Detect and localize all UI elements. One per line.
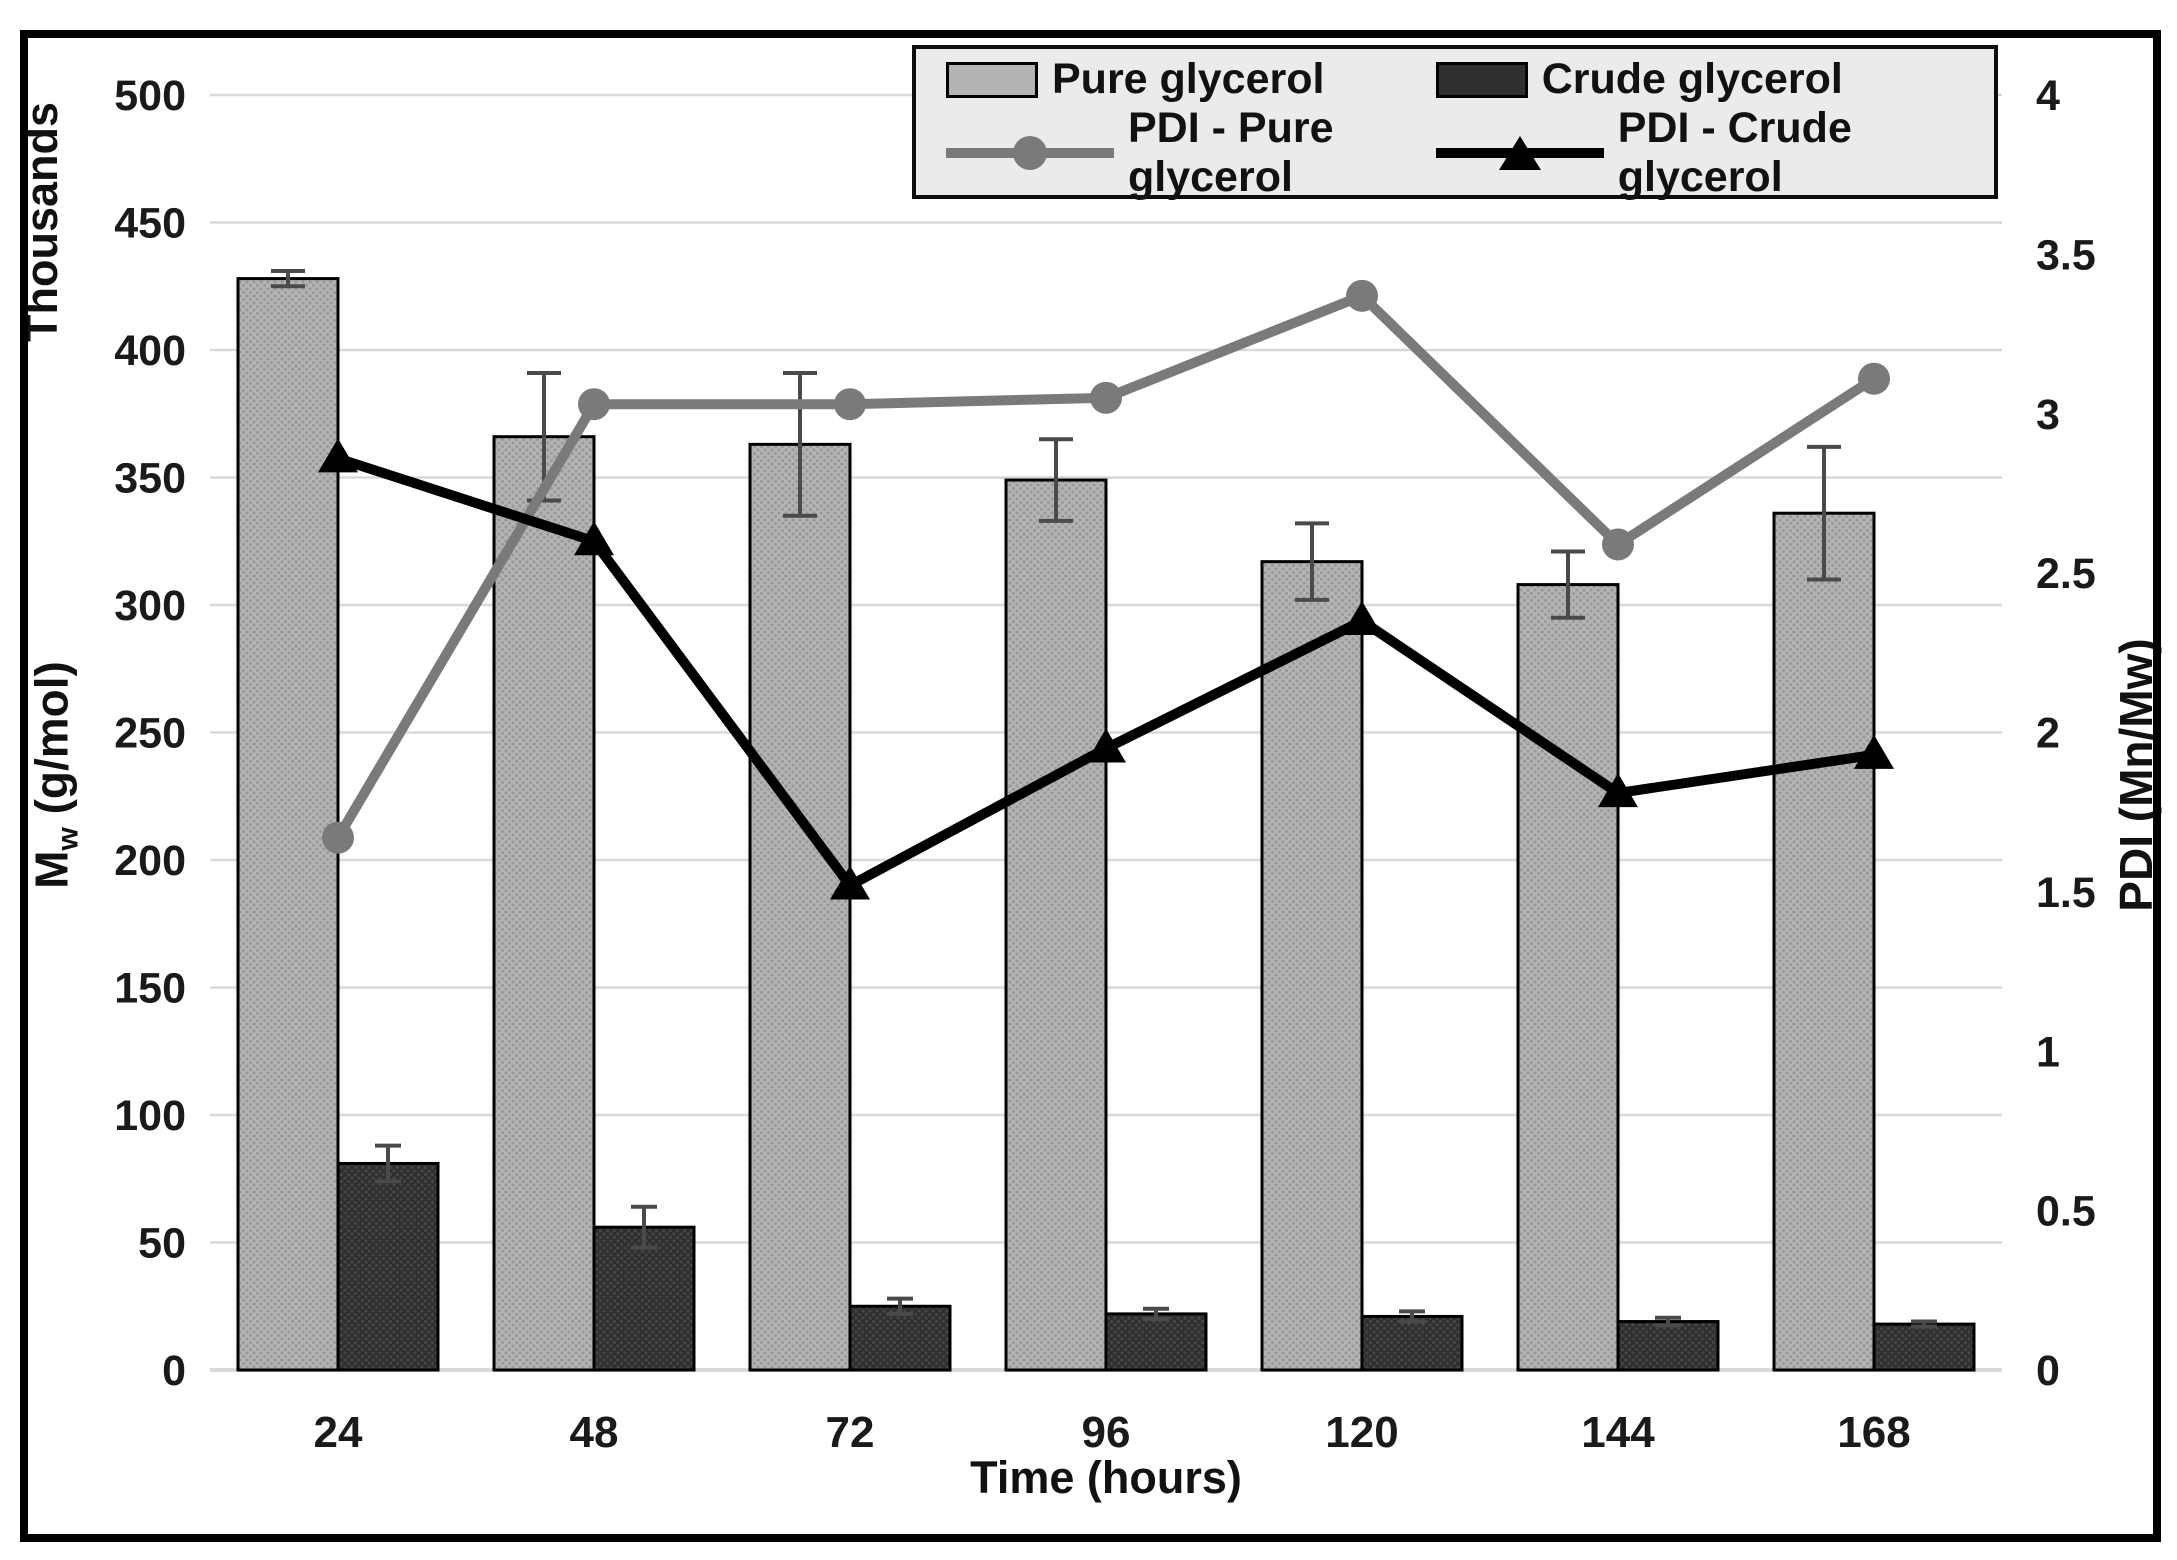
circle-marker-icon — [1602, 528, 1634, 561]
circle-marker-icon — [834, 388, 866, 421]
bar-crude-glycerol-72 — [848, 1304, 952, 1372]
x-axis-tick-label: 120 — [1325, 1408, 1398, 1457]
x-axis-tick-label: 168 — [1837, 1408, 1910, 1457]
left-axis-tick-label: 400 — [114, 327, 186, 375]
bar-crude-glycerol-144 — [1616, 1320, 1720, 1372]
legend-label: Pure glycerol — [1052, 55, 1325, 103]
pure-glycerol-bar-swatch — [946, 61, 1038, 98]
bar-crude-glycerol-120 — [1360, 1314, 1464, 1372]
circle-marker-icon — [1346, 279, 1378, 312]
right-axis-tick-label: 2.5 — [2036, 550, 2096, 598]
legend-label: PDI - Crude glycerol — [1617, 104, 1852, 201]
left-axis-tick-label: 500 — [114, 72, 186, 120]
error-bar — [1295, 521, 1329, 602]
bar-pure-glycerol-168 — [1772, 511, 1876, 1372]
left-axis-title-main: M — [25, 850, 78, 889]
legend-item-pdi-crude: PDI - Crude glycerol — [1435, 104, 1988, 202]
error-bar — [1143, 1306, 1169, 1321]
circle-marker-icon — [1858, 362, 1890, 395]
error-bar — [631, 1204, 657, 1250]
triangle-marker-icon — [574, 521, 614, 556]
right-axis-tick-label: 0.5 — [2036, 1188, 2096, 1236]
x-axis-tick-label: 96 — [1082, 1408, 1131, 1457]
legend-item-crude-glycerol: Crude glycerol — [1435, 55, 1988, 104]
error-bar — [783, 370, 817, 518]
right-axis-title: PDI (Mn/Mw) — [2110, 638, 2162, 912]
error-bar — [887, 1296, 913, 1316]
x-axis-title: Time (hours) — [970, 1452, 1242, 1503]
left-axis-tick-label: 250 — [114, 710, 186, 758]
left-axis-title-units: (g/mol) — [25, 661, 78, 828]
x-axis-tick-label: 24 — [314, 1408, 363, 1457]
bar-pure-glycerol-144 — [1516, 583, 1620, 1372]
x-axis-tick-label: 72 — [826, 1408, 875, 1457]
x-axis-tick-label: 144 — [1581, 1408, 1655, 1457]
left-axis-units-label: Thousands — [16, 101, 67, 343]
left-axis-tick-label: 150 — [114, 965, 186, 1013]
triangle-marker-icon — [1498, 136, 1541, 170]
left-axis-tick-label: 0 — [162, 1347, 186, 1395]
bar-pure-glycerol-96 — [1004, 478, 1108, 1372]
right-axis-tick-label: 1.5 — [2036, 869, 2096, 917]
left-axis-tick-label: 450 — [114, 200, 186, 248]
triangle-marker-icon — [1598, 773, 1638, 808]
bar-pure-glycerol-24 — [236, 277, 340, 1372]
right-axis-tick-label: 0 — [2036, 1347, 2060, 1395]
left-axis-title: Mw (g/mol) — [24, 661, 85, 889]
bar-crude-glycerol-48 — [592, 1225, 696, 1372]
bar-crude-glycerol-96 — [1104, 1312, 1208, 1372]
right-axis-tick-label: 3 — [2036, 391, 2060, 439]
bar-pure-glycerol-120 — [1260, 560, 1364, 1372]
triangle-marker-icon — [1086, 728, 1126, 763]
legend-label: Crude glycerol — [1541, 55, 1843, 103]
pdi-pure-line-swatch — [946, 136, 1114, 170]
bar-pure-glycerol-72 — [748, 442, 852, 1372]
circle-marker-icon — [1013, 136, 1047, 170]
circle-marker-icon — [1090, 381, 1122, 414]
right-axis-tick-label: 3.5 — [2036, 231, 2096, 279]
right-axis-tick-label: 1 — [2036, 1028, 2060, 1076]
left-axis-tick-label: 100 — [114, 1092, 186, 1140]
legend-item-pure-glycerol: Pure glycerol — [946, 55, 1436, 104]
triangle-marker-icon — [1854, 734, 1894, 769]
legend: Pure glycerol Crude glycerol PDI - Pure … — [912, 45, 1998, 202]
error-bar — [1399, 1309, 1425, 1324]
bar-crude-glycerol-24 — [336, 1161, 440, 1372]
left-axis-tick-label: 350 — [114, 455, 186, 503]
error-bar — [1911, 1319, 1937, 1329]
triangle-marker-icon — [318, 438, 358, 473]
bar-pure-glycerol-48 — [492, 435, 596, 1372]
legend-item-pdi-pure: PDI - Pure glycerol — [946, 104, 1436, 202]
right-axis-tick-label: 2 — [2036, 710, 2060, 758]
error-bar — [271, 268, 305, 289]
left-axis-title-subscript: w — [51, 827, 85, 851]
error-bar — [375, 1143, 401, 1184]
circle-marker-icon — [578, 388, 610, 421]
x-axis-tick-label: 48 — [570, 1408, 619, 1457]
left-axis-tick-label: 300 — [114, 582, 186, 630]
legend-label: PDI - Pure glycerol — [1128, 104, 1334, 201]
triangle-marker-icon — [830, 865, 870, 900]
left-axis-tick-label: 50 — [138, 1220, 186, 1268]
left-axis-tick-label: 200 — [114, 837, 186, 885]
error-bar — [1807, 444, 1841, 582]
right-axis-tick-label: 4 — [2036, 72, 2060, 120]
error-bar — [1551, 549, 1585, 620]
crude-glycerol-bar-swatch — [1435, 61, 1528, 98]
bar-crude-glycerol-168 — [1872, 1322, 1976, 1372]
error-bar — [1039, 437, 1073, 523]
error-bar — [1655, 1315, 1681, 1328]
triangle-marker-icon — [1342, 600, 1382, 635]
pdi-crude-line-swatch — [1435, 136, 1604, 170]
circle-marker-icon — [322, 821, 354, 854]
